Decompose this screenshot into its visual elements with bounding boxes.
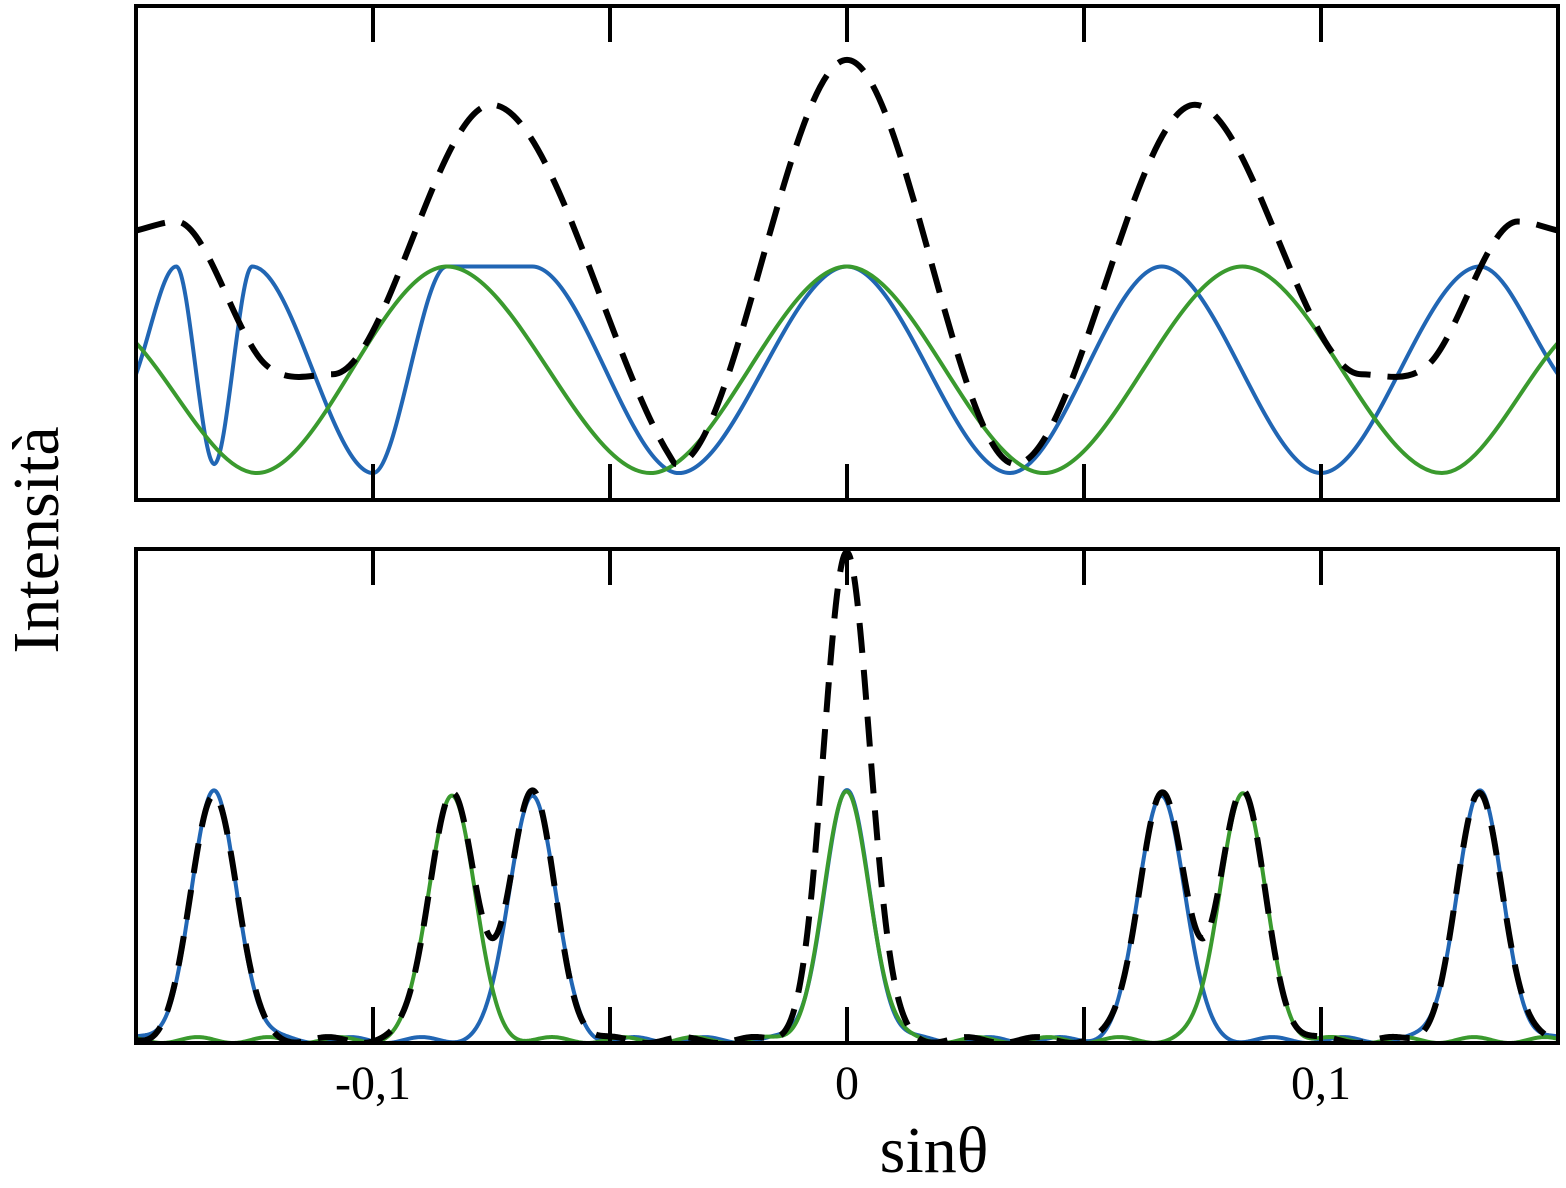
series-line-top-1	[136, 264, 1558, 476]
top-plot-frame	[134, 4, 1560, 502]
x-tick-label-1: 0	[835, 1057, 859, 1110]
x-tick-label-2: 0,1	[1291, 1057, 1351, 1110]
x-axis-label: sinθ	[880, 1114, 989, 1183]
top-ticks	[371, 6, 1323, 500]
top-panel	[134, 4, 1560, 502]
y-axis-label: Intensità	[0, 426, 73, 653]
x-tick-label-0: -0,1	[335, 1057, 411, 1110]
bottom-plot-frame	[134, 547, 1560, 1045]
bottom-ticks	[371, 549, 1323, 1043]
series-line-top-0	[136, 264, 1558, 476]
bottom-series-group	[136, 549, 1558, 1043]
top-series-group	[136, 56, 1558, 476]
series-line-bottom-2	[136, 549, 1558, 1043]
x-tick-labels: -0,1 0 0,1	[335, 1057, 1351, 1110]
series-line-bottom-0	[136, 788, 1558, 1043]
bottom-panel: -0,1 0 0,1	[134, 547, 1560, 1110]
series-line-top-2	[136, 56, 1558, 468]
series-line-bottom-1	[136, 789, 1558, 1043]
